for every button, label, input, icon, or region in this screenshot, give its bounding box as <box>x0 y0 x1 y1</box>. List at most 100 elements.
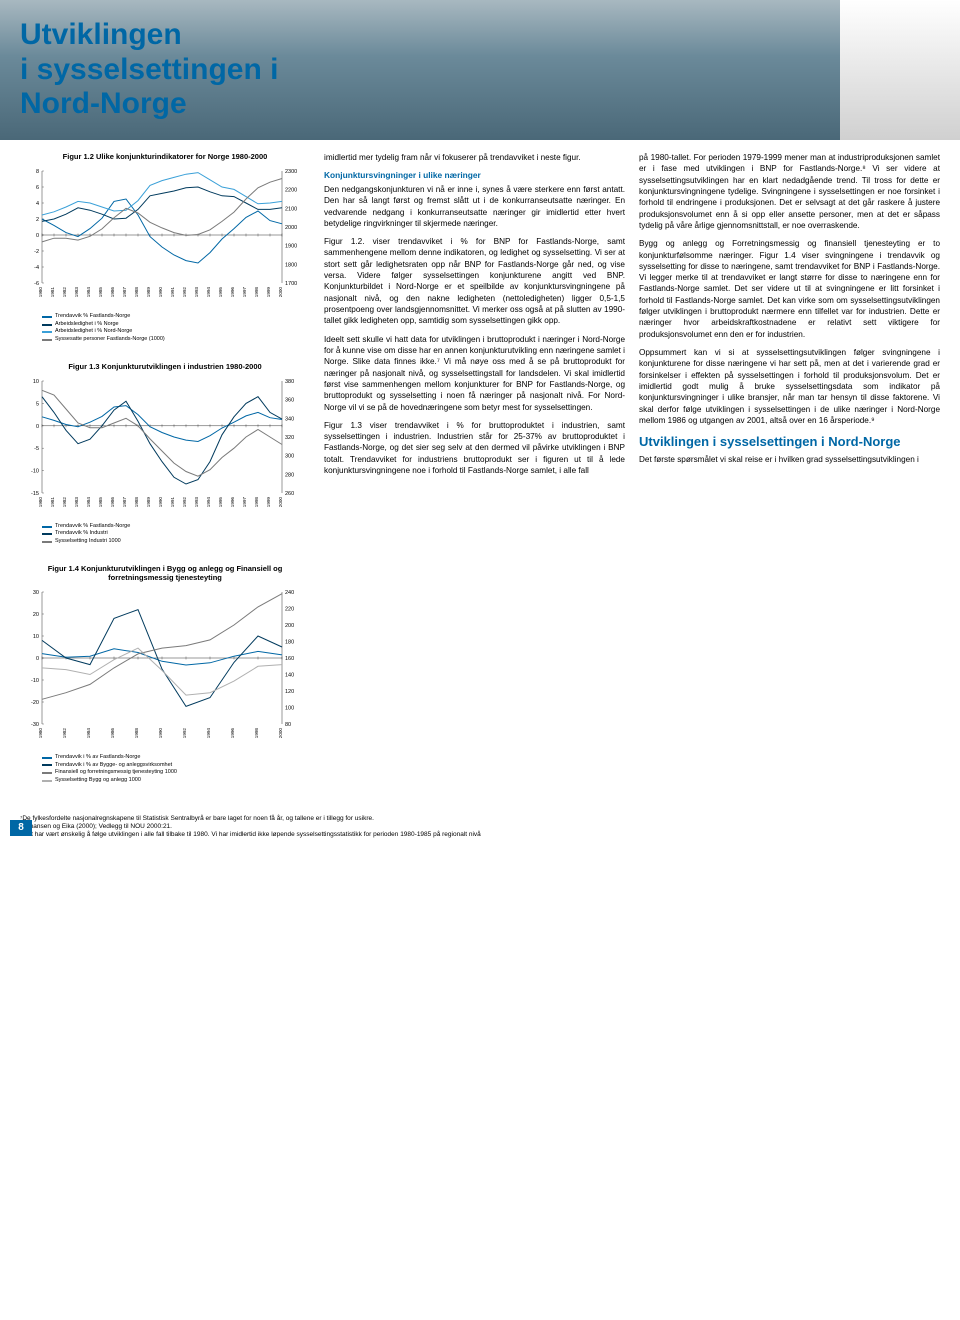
svg-text:1990: 1990 <box>158 287 163 298</box>
svg-text:1980: 1980 <box>38 496 43 507</box>
header-photo: Utviklingen i sysselsettingen i Nord-Nor… <box>0 0 960 140</box>
svg-text:-6: -6 <box>34 281 39 287</box>
svg-text:1981: 1981 <box>50 287 55 298</box>
svg-text:1997: 1997 <box>242 496 247 507</box>
svg-text:1982: 1982 <box>62 727 67 738</box>
chart-1-3-caption: Figur 1.3 Konjunkturutviklingen i indust… <box>20 362 310 371</box>
svg-text:1982: 1982 <box>62 287 67 298</box>
svg-text:5: 5 <box>36 401 39 407</box>
svg-text:1988: 1988 <box>134 727 139 738</box>
svg-text:240: 240 <box>285 590 294 596</box>
svg-text:280: 280 <box>285 472 294 478</box>
svg-text:1993: 1993 <box>194 496 199 507</box>
svg-text:100: 100 <box>285 705 294 711</box>
chart-1-3-svg: -15-10-505102602803003203403603801980198… <box>20 375 310 515</box>
charts-column: Figur 1.2 Ulike konjunkturindikatorer fo… <box>20 152 310 803</box>
svg-text:2100: 2100 <box>285 206 297 212</box>
svg-text:8: 8 <box>36 169 39 175</box>
svg-text:380: 380 <box>285 379 294 385</box>
svg-text:1999: 1999 <box>266 496 271 507</box>
svg-text:-5: -5 <box>34 446 39 452</box>
body-text: imidlertid mer tydelig fram når vi fokus… <box>324 152 940 803</box>
svg-text:1998: 1998 <box>254 287 259 298</box>
c2-p1: på 1980-tallet. For perioden 1979-1999 m… <box>639 152 940 231</box>
svg-text:6: 6 <box>36 185 39 191</box>
footnote-7: ⁷De fylkesfordelte nasjonalregnskapene t… <box>20 815 940 823</box>
svg-text:0: 0 <box>36 233 39 239</box>
svg-text:1989: 1989 <box>146 287 151 298</box>
c1-p4: Ideelt sett skulle vi hatt data for utvi… <box>324 334 625 413</box>
footnote-9: ⁹Det har vært ønskelig å følge utvikling… <box>20 831 940 839</box>
svg-text:1987: 1987 <box>122 496 127 507</box>
svg-text:30: 30 <box>33 590 39 596</box>
svg-text:-2: -2 <box>34 249 39 255</box>
svg-text:1980: 1980 <box>38 727 43 738</box>
svg-text:-4: -4 <box>34 265 39 271</box>
page-number: 8 <box>10 820 32 836</box>
text-col-2: på 1980-tallet. For perioden 1979-1999 m… <box>639 152 940 803</box>
c1-h1: Konjunktursvingninger i ulike næringer <box>324 170 625 182</box>
c2-p3: Oppsummert kan vi si at sysselsettingsut… <box>639 347 940 426</box>
svg-text:1993: 1993 <box>194 287 199 298</box>
svg-text:1994: 1994 <box>206 727 211 738</box>
svg-text:140: 140 <box>285 672 294 678</box>
svg-text:1990: 1990 <box>158 496 163 507</box>
svg-text:1996: 1996 <box>230 727 235 738</box>
svg-text:1992: 1992 <box>182 287 187 298</box>
svg-text:1989: 1989 <box>146 496 151 507</box>
svg-text:1800: 1800 <box>285 262 297 268</box>
svg-text:1999: 1999 <box>266 287 271 298</box>
svg-text:1984: 1984 <box>86 496 91 507</box>
svg-text:360: 360 <box>285 397 294 403</box>
svg-text:1996: 1996 <box>230 496 235 507</box>
svg-text:1988: 1988 <box>134 496 139 507</box>
svg-text:20: 20 <box>33 612 39 618</box>
chart-1-3: Figur 1.3 Konjunkturutviklingen i indust… <box>20 362 310 546</box>
svg-text:120: 120 <box>285 689 294 695</box>
svg-text:160: 160 <box>285 656 294 662</box>
svg-text:260: 260 <box>285 491 294 497</box>
chart-1-4: Figur 1.4 Konjunkturutviklingen i Bygg o… <box>20 564 310 785</box>
svg-text:1992: 1992 <box>182 496 187 507</box>
svg-text:-20: -20 <box>31 700 39 706</box>
chart-1-4-svg: -30-20-100102030801001201401601802002202… <box>20 586 310 746</box>
chart-1-4-legend: Trendavvik i % av Fastlands-NorgeTrendav… <box>20 754 310 785</box>
svg-text:1995: 1995 <box>218 496 223 507</box>
svg-text:1994: 1994 <box>206 287 211 298</box>
svg-text:1995: 1995 <box>218 287 223 298</box>
c1-p2: Den nedgangskonjunkturen vi nå er inne i… <box>324 184 625 229</box>
svg-text:10: 10 <box>33 634 39 640</box>
svg-text:1982: 1982 <box>62 496 67 507</box>
svg-text:1900: 1900 <box>285 244 297 250</box>
svg-text:300: 300 <box>285 453 294 459</box>
chart-1-3-legend: Trendavvik % Fastlands-NorgeTrendavvik %… <box>20 523 310 546</box>
svg-text:-10: -10 <box>31 468 39 474</box>
c1-p5: Figur 1.3 viser trendavviket i % for bru… <box>324 420 625 477</box>
page-title: Utviklingen i sysselsettingen i Nord-Nor… <box>20 18 278 122</box>
chart-1-4-caption: Figur 1.4 Konjunkturutviklingen i Bygg o… <box>20 564 310 582</box>
chart-1-2: Figur 1.2 Ulike konjunkturindikatorer fo… <box>20 152 310 344</box>
title-line3: Nord-Norge <box>20 87 187 120</box>
svg-text:1986: 1986 <box>110 727 115 738</box>
svg-text:1994: 1994 <box>206 496 211 507</box>
svg-text:2000: 2000 <box>285 225 297 231</box>
svg-text:1998: 1998 <box>254 727 259 738</box>
svg-text:1984: 1984 <box>86 287 91 298</box>
svg-text:1984: 1984 <box>86 727 91 738</box>
svg-text:10: 10 <box>33 379 39 385</box>
svg-text:1986: 1986 <box>110 287 115 298</box>
svg-text:4: 4 <box>36 201 39 207</box>
svg-text:1991: 1991 <box>170 287 175 298</box>
svg-text:80: 80 <box>285 722 291 728</box>
svg-text:1985: 1985 <box>98 496 103 507</box>
svg-text:1988: 1988 <box>134 287 139 298</box>
text-col-1: imidlertid mer tydelig fram når vi fokus… <box>324 152 625 803</box>
title-line2: i sysselsettingen i <box>20 53 278 86</box>
svg-text:-15: -15 <box>31 491 39 497</box>
svg-text:2000: 2000 <box>278 287 283 298</box>
c1-p3: Figur 1.2. viser trendavviket i % for BN… <box>324 236 625 327</box>
svg-text:1997: 1997 <box>242 287 247 298</box>
c1-p1: imidlertid mer tydelig fram når vi fokus… <box>324 152 625 163</box>
svg-text:1987: 1987 <box>122 287 127 298</box>
svg-text:-10: -10 <box>31 678 39 684</box>
